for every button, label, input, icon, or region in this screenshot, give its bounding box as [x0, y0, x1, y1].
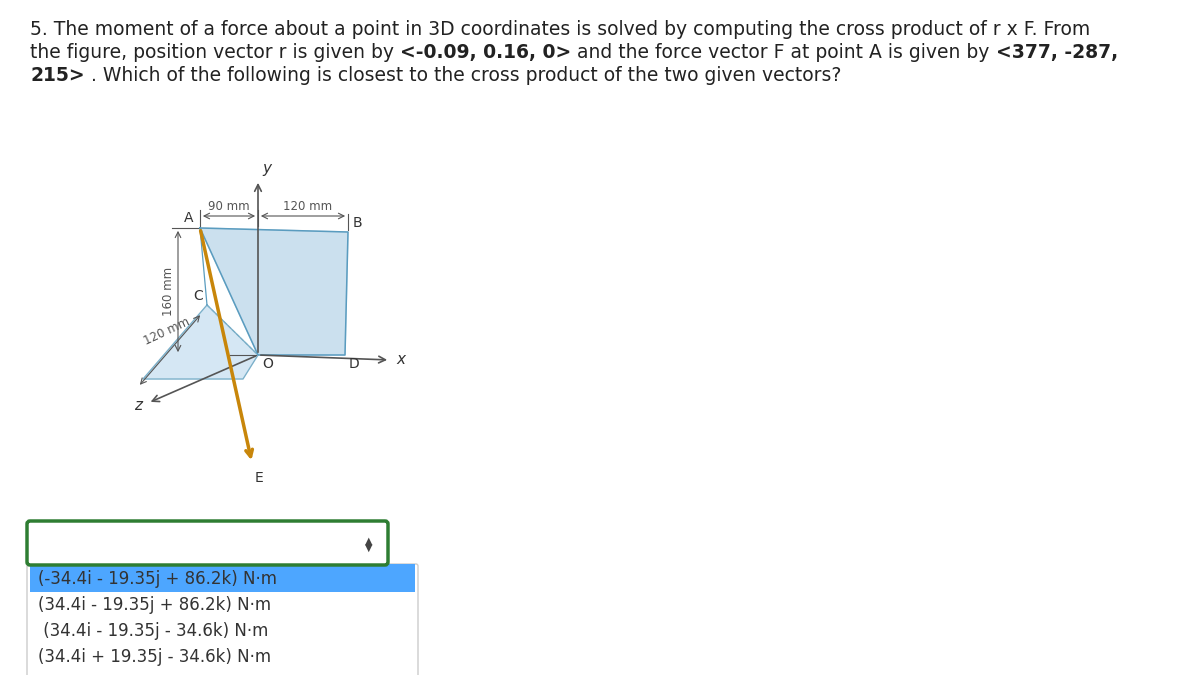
- Polygon shape: [200, 228, 348, 355]
- Text: 5. The moment of a force about a point in 3D coordinates is solved by computing : 5. The moment of a force about a point i…: [30, 20, 1091, 39]
- Text: . Which of the following is closest to the cross product of the two given vector: . Which of the following is closest to t…: [85, 66, 841, 85]
- Text: ▼: ▼: [365, 543, 373, 553]
- Text: <-0.09, 0.16, 0>: <-0.09, 0.16, 0>: [400, 43, 571, 62]
- Text: and the force vector F at point A is given by: and the force vector F at point A is giv…: [571, 43, 996, 62]
- Text: A: A: [184, 211, 193, 225]
- Text: C: C: [193, 289, 203, 303]
- Text: B: B: [353, 216, 362, 230]
- Text: (34.4i - 19.35j + 86.2k) N·m: (34.4i - 19.35j + 86.2k) N·m: [38, 596, 271, 614]
- Text: z: z: [134, 398, 142, 414]
- Text: the figure, position vector r is given by: the figure, position vector r is given b…: [30, 43, 400, 62]
- FancyBboxPatch shape: [28, 521, 388, 565]
- Text: (34.4i - 19.35j - 34.6k) N·m: (34.4i - 19.35j - 34.6k) N·m: [38, 622, 269, 640]
- Text: D: D: [349, 357, 360, 371]
- Text: (34.4i + 19.35j - 34.6k) N·m: (34.4i + 19.35j - 34.6k) N·m: [38, 648, 271, 666]
- Text: x: x: [396, 352, 406, 367]
- Text: E: E: [256, 471, 264, 485]
- Bar: [30, 564, 415, 592]
- Text: O: O: [262, 357, 272, 371]
- Text: (-34.4i - 19.35j + 86.2k) N·m: (-34.4i - 19.35j + 86.2k) N·m: [38, 570, 277, 588]
- Text: 160 mm: 160 mm: [162, 267, 175, 316]
- Polygon shape: [143, 305, 258, 379]
- FancyBboxPatch shape: [28, 564, 418, 675]
- Text: 90 mm: 90 mm: [208, 200, 250, 213]
- Text: 120 mm: 120 mm: [142, 315, 192, 348]
- Text: 120 mm: 120 mm: [283, 200, 332, 213]
- Text: y: y: [262, 161, 271, 176]
- Text: 215>: 215>: [30, 66, 85, 85]
- Text: <377, -287,: <377, -287,: [996, 43, 1117, 62]
- Text: ▲: ▲: [365, 536, 373, 546]
